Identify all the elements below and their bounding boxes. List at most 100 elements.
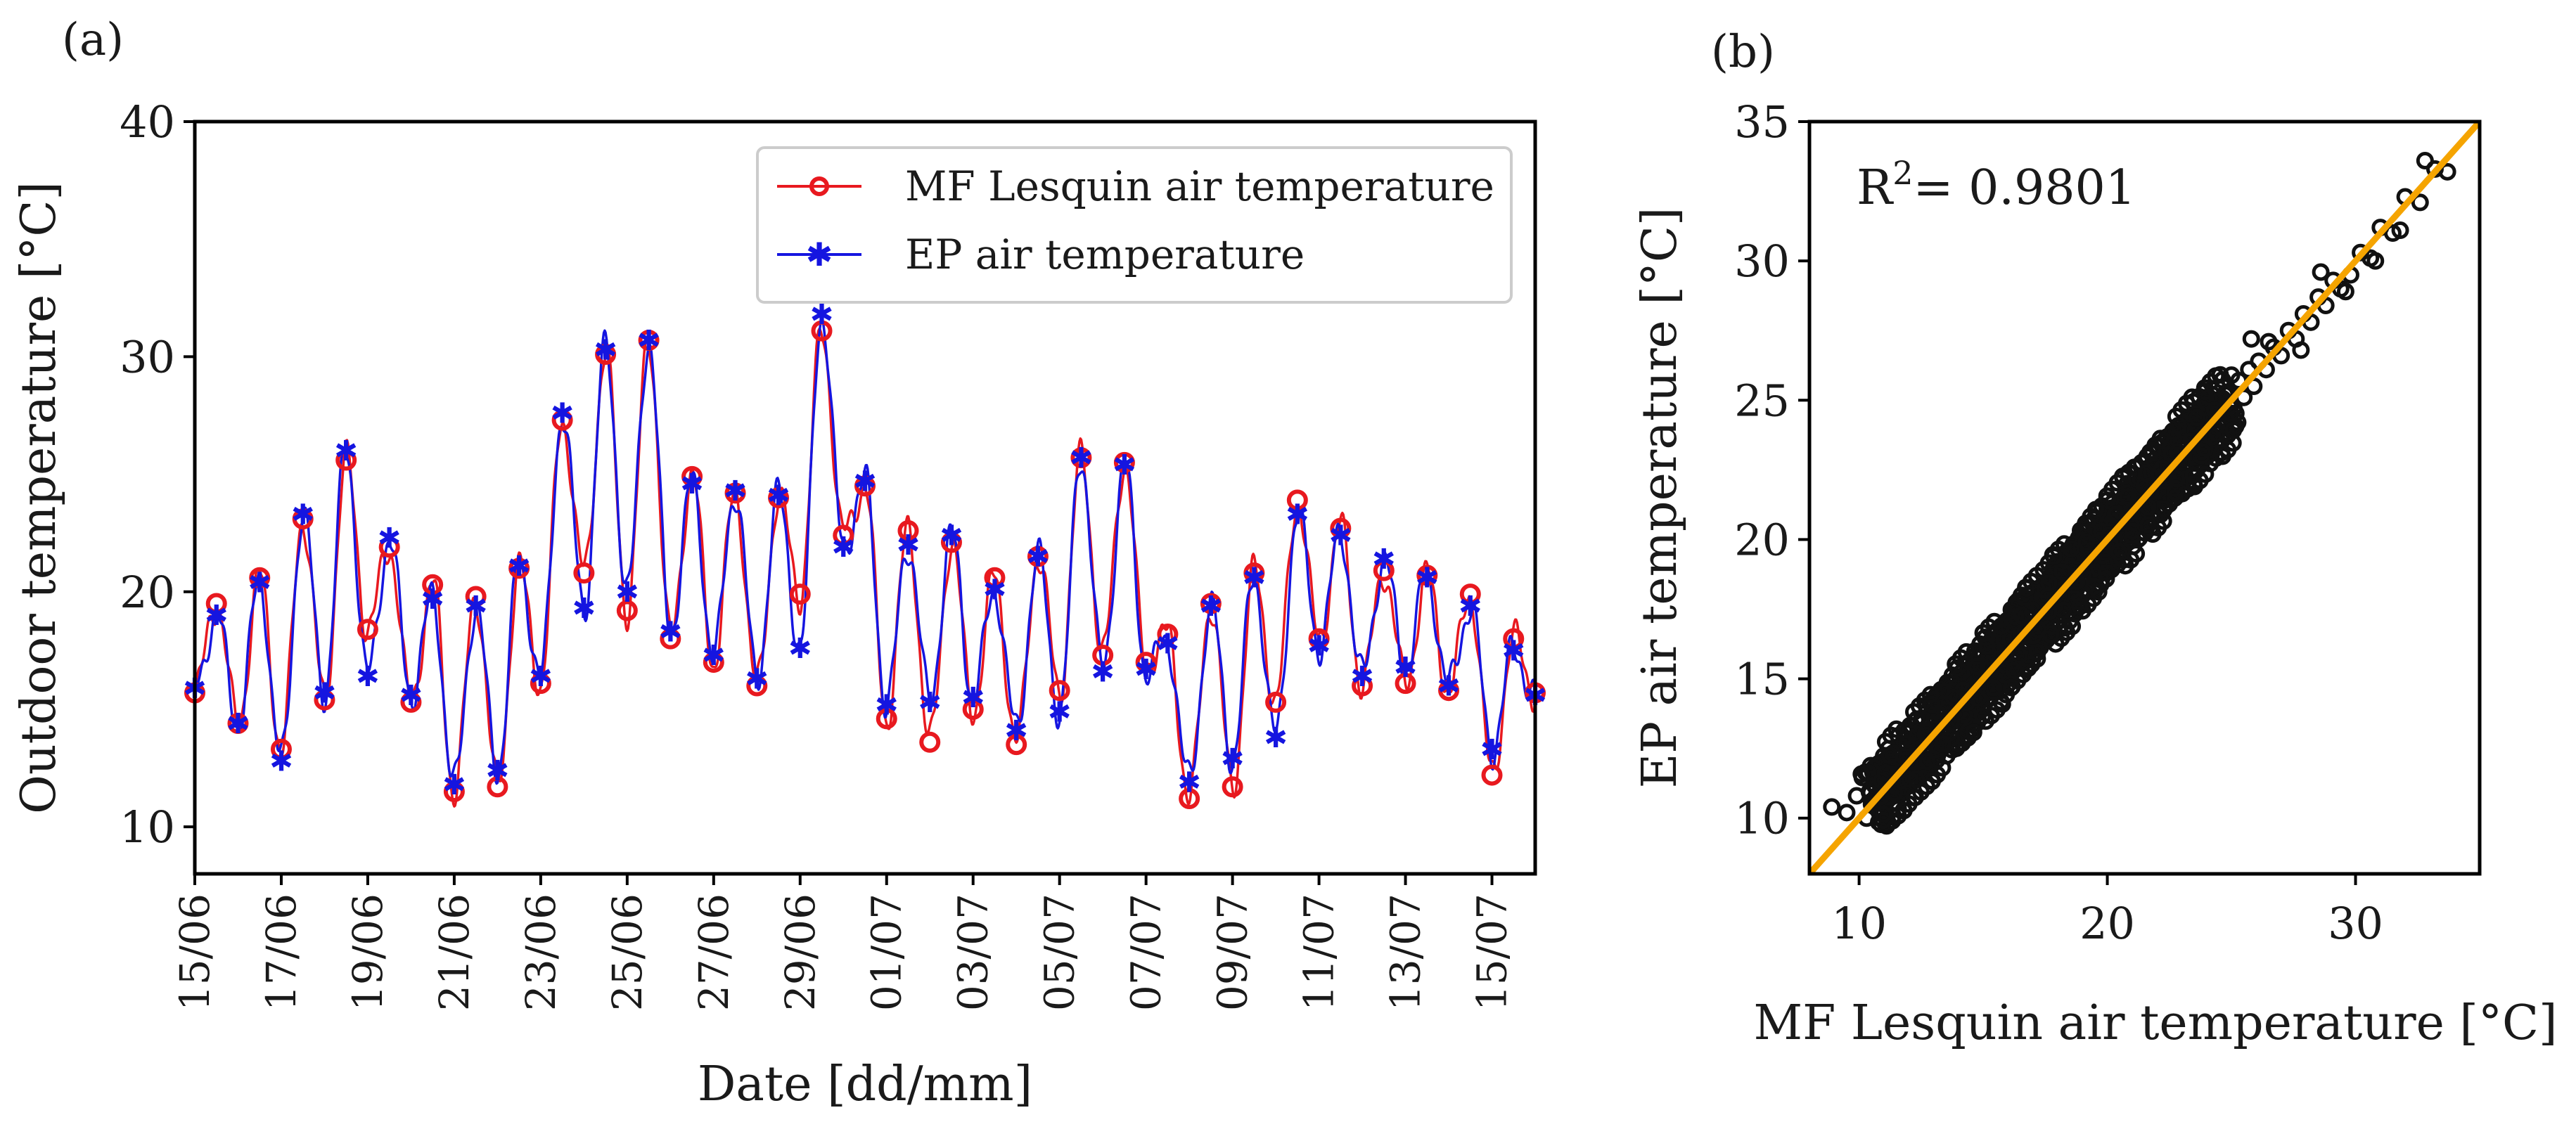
scatter-point	[2260, 333, 2278, 351]
y-tick-label: 35	[1734, 96, 1790, 148]
panel-b-y-ticks: 10 15 20 25 30 35	[1734, 96, 1809, 844]
ep-data-point: ✱	[702, 640, 726, 672]
scatter-point	[1876, 763, 1895, 782]
scatter-point	[1957, 643, 1975, 661]
scatter-point	[2193, 442, 2211, 460]
scatter-point	[1852, 765, 1871, 783]
ep-data-point: ✱	[724, 475, 748, 508]
ep-data-point: ✱	[745, 663, 769, 695]
mf-data-point	[314, 689, 335, 711]
mf-data-point	[638, 329, 660, 351]
panel-a-axes-frame	[193, 120, 1537, 876]
ep-data-point: ✱	[1480, 734, 1504, 766]
scatter-point	[2167, 470, 2186, 488]
ep-series-line	[195, 318, 1535, 785]
mf-data-point	[1049, 680, 1070, 702]
scatter-point	[2085, 510, 2103, 528]
y-tick-label: 30	[120, 331, 175, 382]
mf-data-point	[249, 567, 271, 588]
scatter-point	[2077, 533, 2096, 551]
scatter-point	[2336, 283, 2354, 301]
ep-data-point: ✱	[1113, 449, 1136, 482]
mf-data-point	[443, 780, 465, 802]
x-tick-label: 07/07	[1122, 894, 1170, 1011]
mf-data-point	[205, 593, 227, 614]
ep-data-point: ✱	[269, 746, 293, 778]
panel-a-markers: ✱ ✱ ✱ ✱ ✱ ✱ ✱ ✱ ✱ ✱ ✱ ✱ ✱ ✱ ✱ ✱ ✱ ✱ ✱ ✱ ✱ ✱ ✱ ✱ ✱ ✱ ✱ ✱ ✱ ✱ ✱ ✱ ✱ ✱ ✱ ✱ ✱ ✱ ✱ ✱…	[183, 299, 1547, 809]
x-tick-label: 05/07	[1036, 894, 1084, 1011]
scatter-point	[2242, 330, 2260, 348]
scatter-point	[2063, 617, 2082, 636]
scatter-point	[1992, 617, 2011, 636]
ep-data-point: ✱	[464, 591, 488, 623]
ep-data-point: ✱	[1372, 543, 1396, 576]
mf-data-point	[422, 574, 444, 595]
scatter-point	[2027, 567, 2046, 585]
scatter-point	[2075, 523, 2093, 541]
ep-data-point: ✱	[853, 466, 877, 498]
mf-data-point	[940, 531, 962, 553]
ep-data-point: ✱	[1350, 661, 1374, 693]
y-tick-label: 25	[1734, 375, 1790, 426]
ep-data-point: ✱	[832, 531, 856, 564]
scatter-point	[2124, 522, 2142, 541]
x-tick-label: 20	[2080, 898, 2135, 949]
scatter-point	[1905, 789, 1923, 807]
mf-data-point	[465, 586, 487, 607]
scatter-point	[1948, 659, 1966, 677]
y-tick-label: 40	[120, 96, 175, 148]
scatter-point	[2184, 475, 2203, 493]
mf-data-point	[984, 567, 1006, 588]
scatter-point	[1823, 798, 1841, 816]
mf-data-point	[1135, 652, 1157, 673]
panel-b-label: (b)	[1711, 26, 1775, 78]
mf-data-point	[357, 619, 378, 640]
ep-data-point: ✱	[659, 617, 683, 649]
mf-data-point	[746, 675, 768, 697]
mf-data-point	[1179, 788, 1200, 809]
scatter-point	[1973, 707, 1992, 726]
ep-data-point: ✱	[205, 600, 229, 632]
x-tick-label: 03/07	[949, 894, 997, 1011]
scatter-point	[2137, 464, 2155, 482]
mf-data-point	[1330, 517, 1352, 539]
scatter-point	[1898, 734, 1916, 752]
scatter-point	[2070, 598, 2089, 616]
mf-data-point	[1395, 673, 1416, 695]
mf-data-point	[1113, 451, 1135, 473]
mf-data-point	[962, 698, 984, 720]
mf-data-point	[616, 600, 638, 621]
mf-data-point	[789, 583, 811, 605]
ep-data-point: ✱	[983, 574, 1007, 606]
mf-data-point	[681, 465, 703, 487]
ep-data-point: ✱	[291, 498, 315, 531]
mf-data-point	[854, 475, 876, 497]
scatter-point	[2092, 522, 2110, 541]
scatter-point	[2098, 491, 2117, 510]
scatter-point	[2155, 432, 2173, 450]
legend-mf-marker	[809, 176, 829, 196]
scatter-point	[2139, 516, 2157, 534]
mf-data-point	[876, 708, 897, 730]
ep-data-point: ✱	[875, 689, 899, 721]
mf-data-point	[919, 731, 941, 753]
ep-data-point: ✱	[1502, 635, 1526, 667]
mf-data-point	[508, 557, 530, 579]
mf-data-point	[811, 320, 833, 342]
x-tick-label: 23/06	[517, 894, 565, 1011]
scatter-point	[2170, 416, 2188, 434]
ep-data-point: ✱	[1156, 628, 1180, 660]
x-tick-label: 29/06	[776, 894, 824, 1011]
legend-frame	[756, 146, 1513, 304]
fit-line	[1809, 122, 2480, 874]
scatter-point	[1838, 804, 1856, 822]
scatter-point	[2039, 574, 2058, 592]
ep-data-point: ✱	[1091, 656, 1115, 688]
scatter-point	[1874, 805, 1892, 823]
mf-data-point	[897, 520, 919, 541]
x-tick-label: 13/07	[1382, 894, 1430, 1011]
legend-ep-marker: ✱	[806, 236, 833, 273]
y-tick-label: 10	[120, 801, 175, 853]
mf-data-point	[400, 691, 422, 713]
scatter-point	[1968, 657, 1986, 676]
